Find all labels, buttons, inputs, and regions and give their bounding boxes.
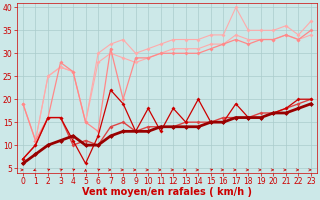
X-axis label: Vent moyen/en rafales ( km/h ): Vent moyen/en rafales ( km/h ) <box>82 187 252 197</box>
